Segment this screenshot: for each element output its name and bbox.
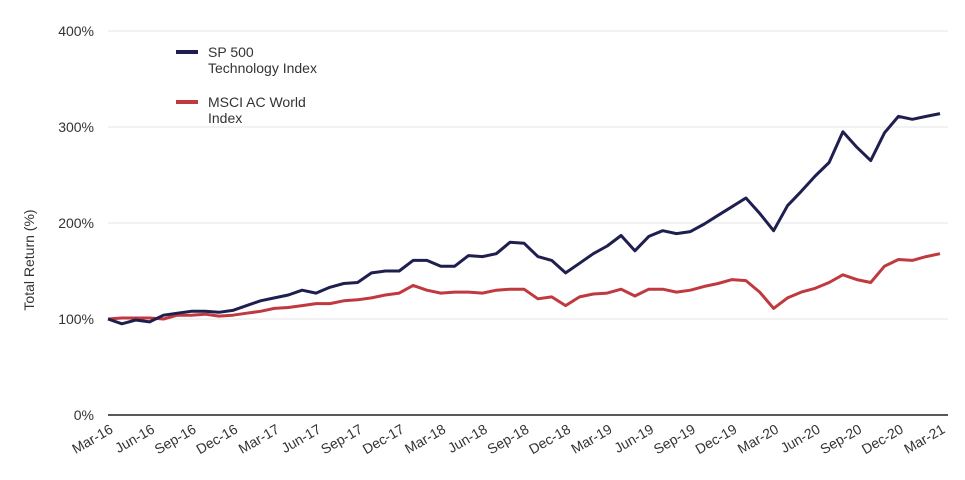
x-tick-label: Sep-18	[484, 421, 531, 458]
y-tick-label: 400%	[58, 23, 94, 39]
x-tick-label: Sep-19	[651, 421, 698, 458]
x-tick-label: Mar-17	[235, 421, 282, 457]
x-tick-label: Mar-18	[402, 421, 449, 457]
x-tick-label: Sep-17	[318, 421, 365, 458]
y-tick-label: 0%	[74, 407, 94, 423]
x-tick-label: Jun-17	[278, 421, 323, 456]
x-tick-label: Jun-19	[611, 421, 656, 456]
series-line-sp500-tech	[107, 112, 941, 326]
y-tick-label: 100%	[58, 311, 94, 327]
y-tick-label: 200%	[58, 215, 94, 231]
y-axis-label: Total Return (%)	[21, 209, 37, 310]
x-tick-label: Dec-18	[526, 421, 573, 458]
legend-label: SP 500	[208, 44, 254, 60]
y-tick-label: 300%	[58, 119, 94, 135]
x-tick-label: Jun-18	[445, 421, 490, 456]
legend-label: Index	[208, 110, 242, 126]
x-tick-label: Dec-17	[360, 421, 407, 458]
x-tick-label: Mar-16	[69, 421, 116, 457]
legend-label: MSCI AC World	[208, 94, 306, 110]
x-tick-label: Dec-19	[692, 421, 739, 458]
x-tick-label: Jun-20	[778, 421, 823, 456]
x-tick-label: Mar-20	[735, 421, 782, 457]
x-tick-label: Dec-20	[859, 421, 906, 458]
series-line-msci-acwi	[107, 252, 941, 321]
x-tick-label: Mar-19	[568, 421, 615, 457]
x-tick-label: Sep-16	[152, 421, 199, 458]
legend-label: Technology Index	[208, 60, 317, 76]
x-tick-label: Dec-16	[193, 421, 240, 458]
x-tick-label: Jun-16	[112, 421, 157, 456]
x-tick-label: Mar-21	[901, 421, 948, 457]
x-tick-label: Sep-20	[817, 421, 864, 458]
